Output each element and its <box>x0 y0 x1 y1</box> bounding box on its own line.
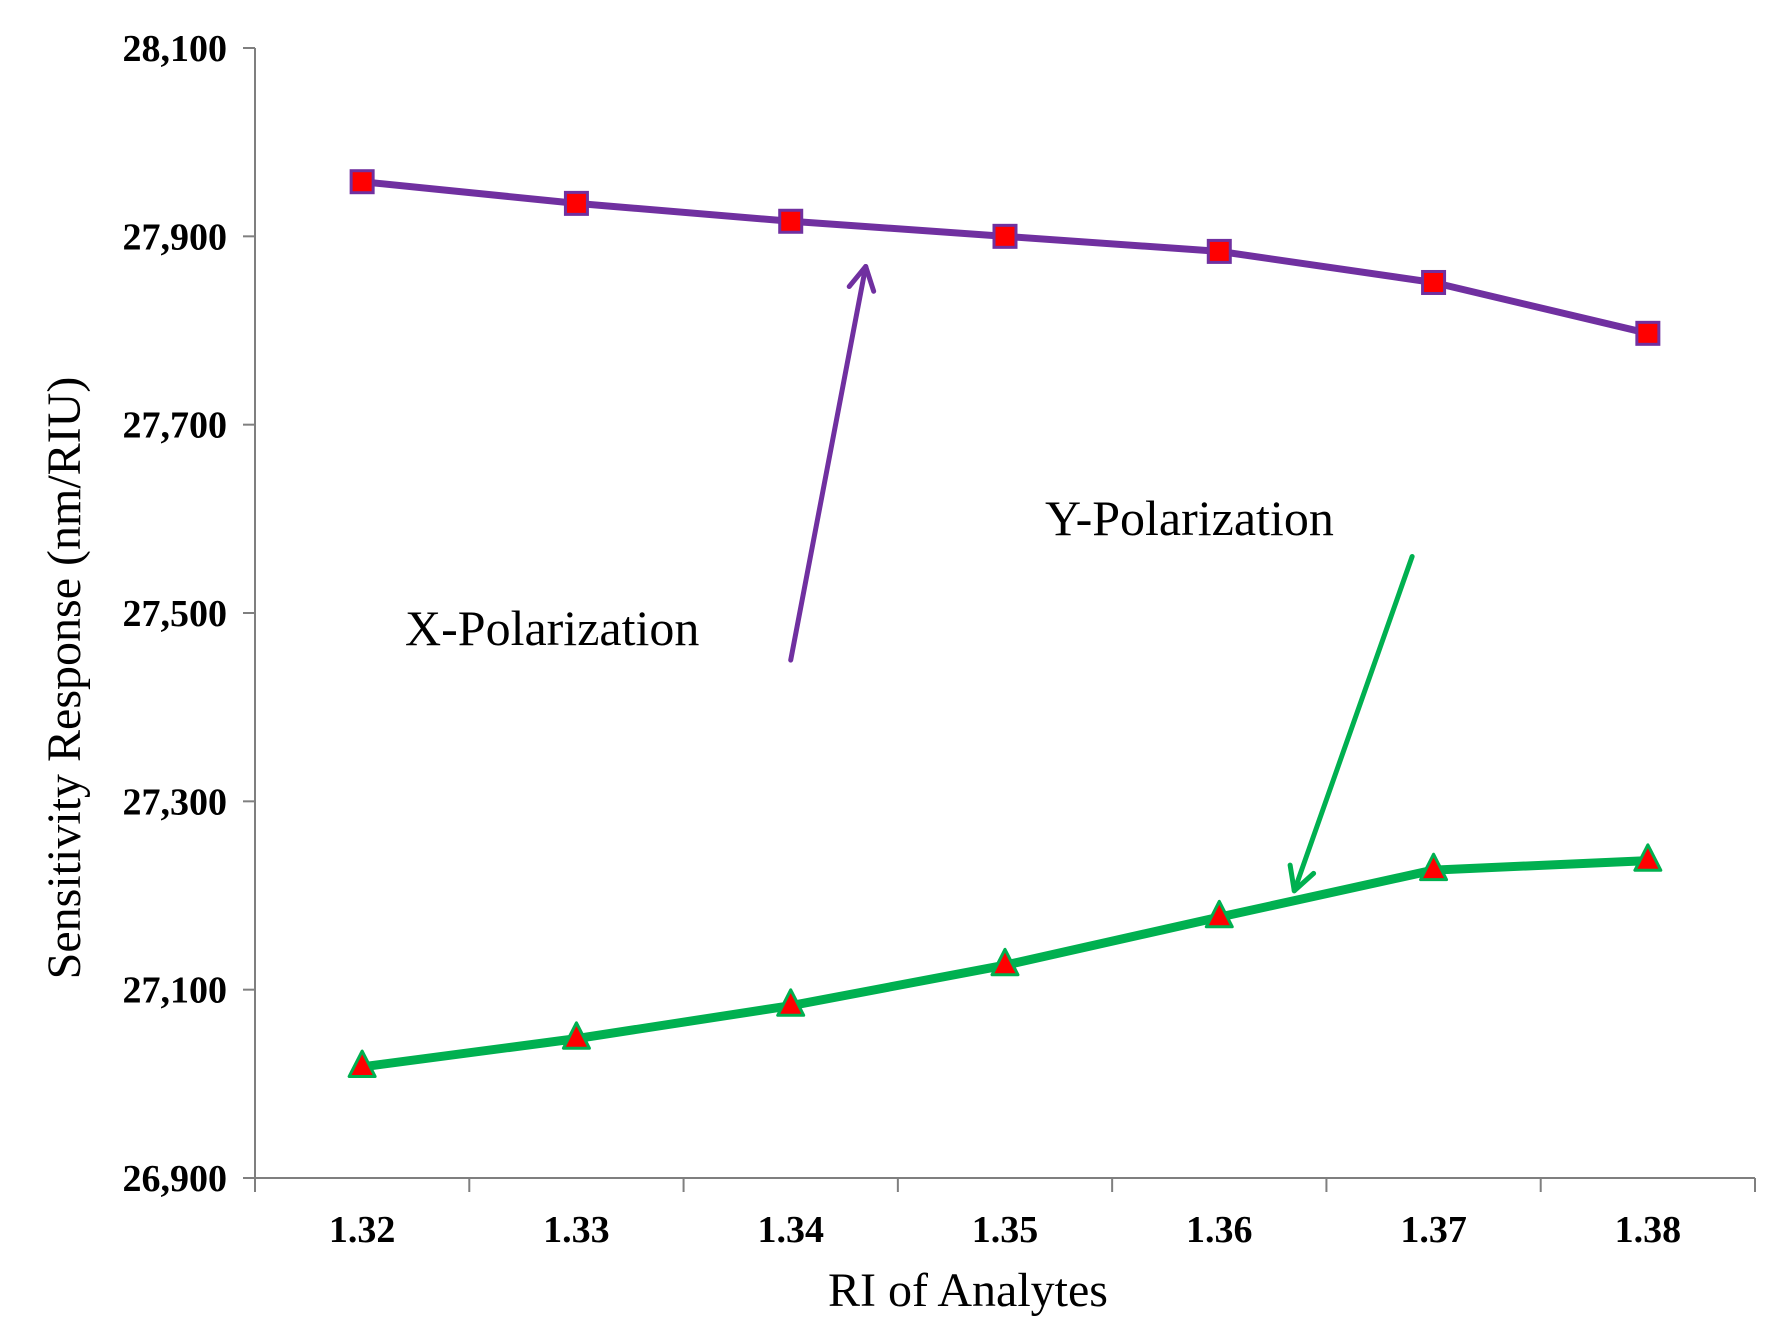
data-point-square <box>778 208 804 234</box>
data-point-square <box>1421 269 1447 295</box>
x-tick-label: 1.32 <box>329 1209 396 1251</box>
x-tick-label: 1.34 <box>757 1209 824 1251</box>
annotation-x-polarization: X-Polarization <box>405 263 877 663</box>
data-point-square <box>1635 320 1661 346</box>
x-axis-ticks: 1.32 1.33 1.34 1.35 1.36 1.37 1.38 <box>254 1178 1756 1251</box>
x-tick-label: 1.36 <box>1186 1209 1253 1251</box>
data-point-triangle <box>347 1049 377 1078</box>
data-point-square <box>1206 238 1232 264</box>
x-tick-label: 1.33 <box>543 1209 610 1251</box>
data-point-square <box>992 223 1018 249</box>
y-tick-label: 26,900 <box>123 1158 228 1200</box>
data-point-triangle <box>1419 852 1449 882</box>
annotation-label: Y-Polarization <box>1045 490 1334 546</box>
x-axis-title: RI of Analytes <box>828 1264 1108 1317</box>
y-axis-ticks: 26,900 27,100 27,300 27,500 27,700 27,900 28,1… <box>123 28 255 1200</box>
annotation-arrow <box>1291 554 1415 894</box>
x-tick-label: 1.37 <box>1400 1209 1467 1251</box>
x-tick-label: 1.38 <box>1615 1209 1682 1251</box>
y-axis-title: Sensitivity Response (nm/RIU) <box>38 377 91 980</box>
annotations: X-Polarization Y-Polarization <box>405 263 1415 894</box>
y-tick-label: 28,100 <box>123 28 228 70</box>
data-point-triangle <box>990 947 1020 977</box>
annotation-y-polarization: Y-Polarization <box>1045 490 1415 894</box>
annotation-arrowhead <box>846 263 877 294</box>
series-group <box>347 169 1663 1078</box>
x-tick-label: 1.35 <box>972 1209 1039 1251</box>
series-y-polarization <box>347 843 1663 1078</box>
data-point-triangle <box>1633 843 1663 872</box>
annotation-arrowhead <box>1287 862 1317 894</box>
y-tick-label: 27,700 <box>123 405 228 447</box>
data-point-triangle <box>1204 899 1234 929</box>
data-point-square <box>349 169 375 195</box>
annotation-arrow <box>788 263 869 663</box>
series-line <box>358 178 1652 337</box>
series-x-polarization <box>349 169 1661 346</box>
data-point-square <box>563 190 589 216</box>
y-tick-label: 27,100 <box>123 970 228 1012</box>
y-tick-label: 27,300 <box>123 781 228 823</box>
data-point-triangle <box>561 1021 591 1050</box>
y-tick-label: 27,500 <box>123 593 228 635</box>
data-point-triangle <box>776 988 806 1017</box>
annotation-label: X-Polarization <box>405 600 699 656</box>
y-tick-label: 27,900 <box>123 216 228 258</box>
